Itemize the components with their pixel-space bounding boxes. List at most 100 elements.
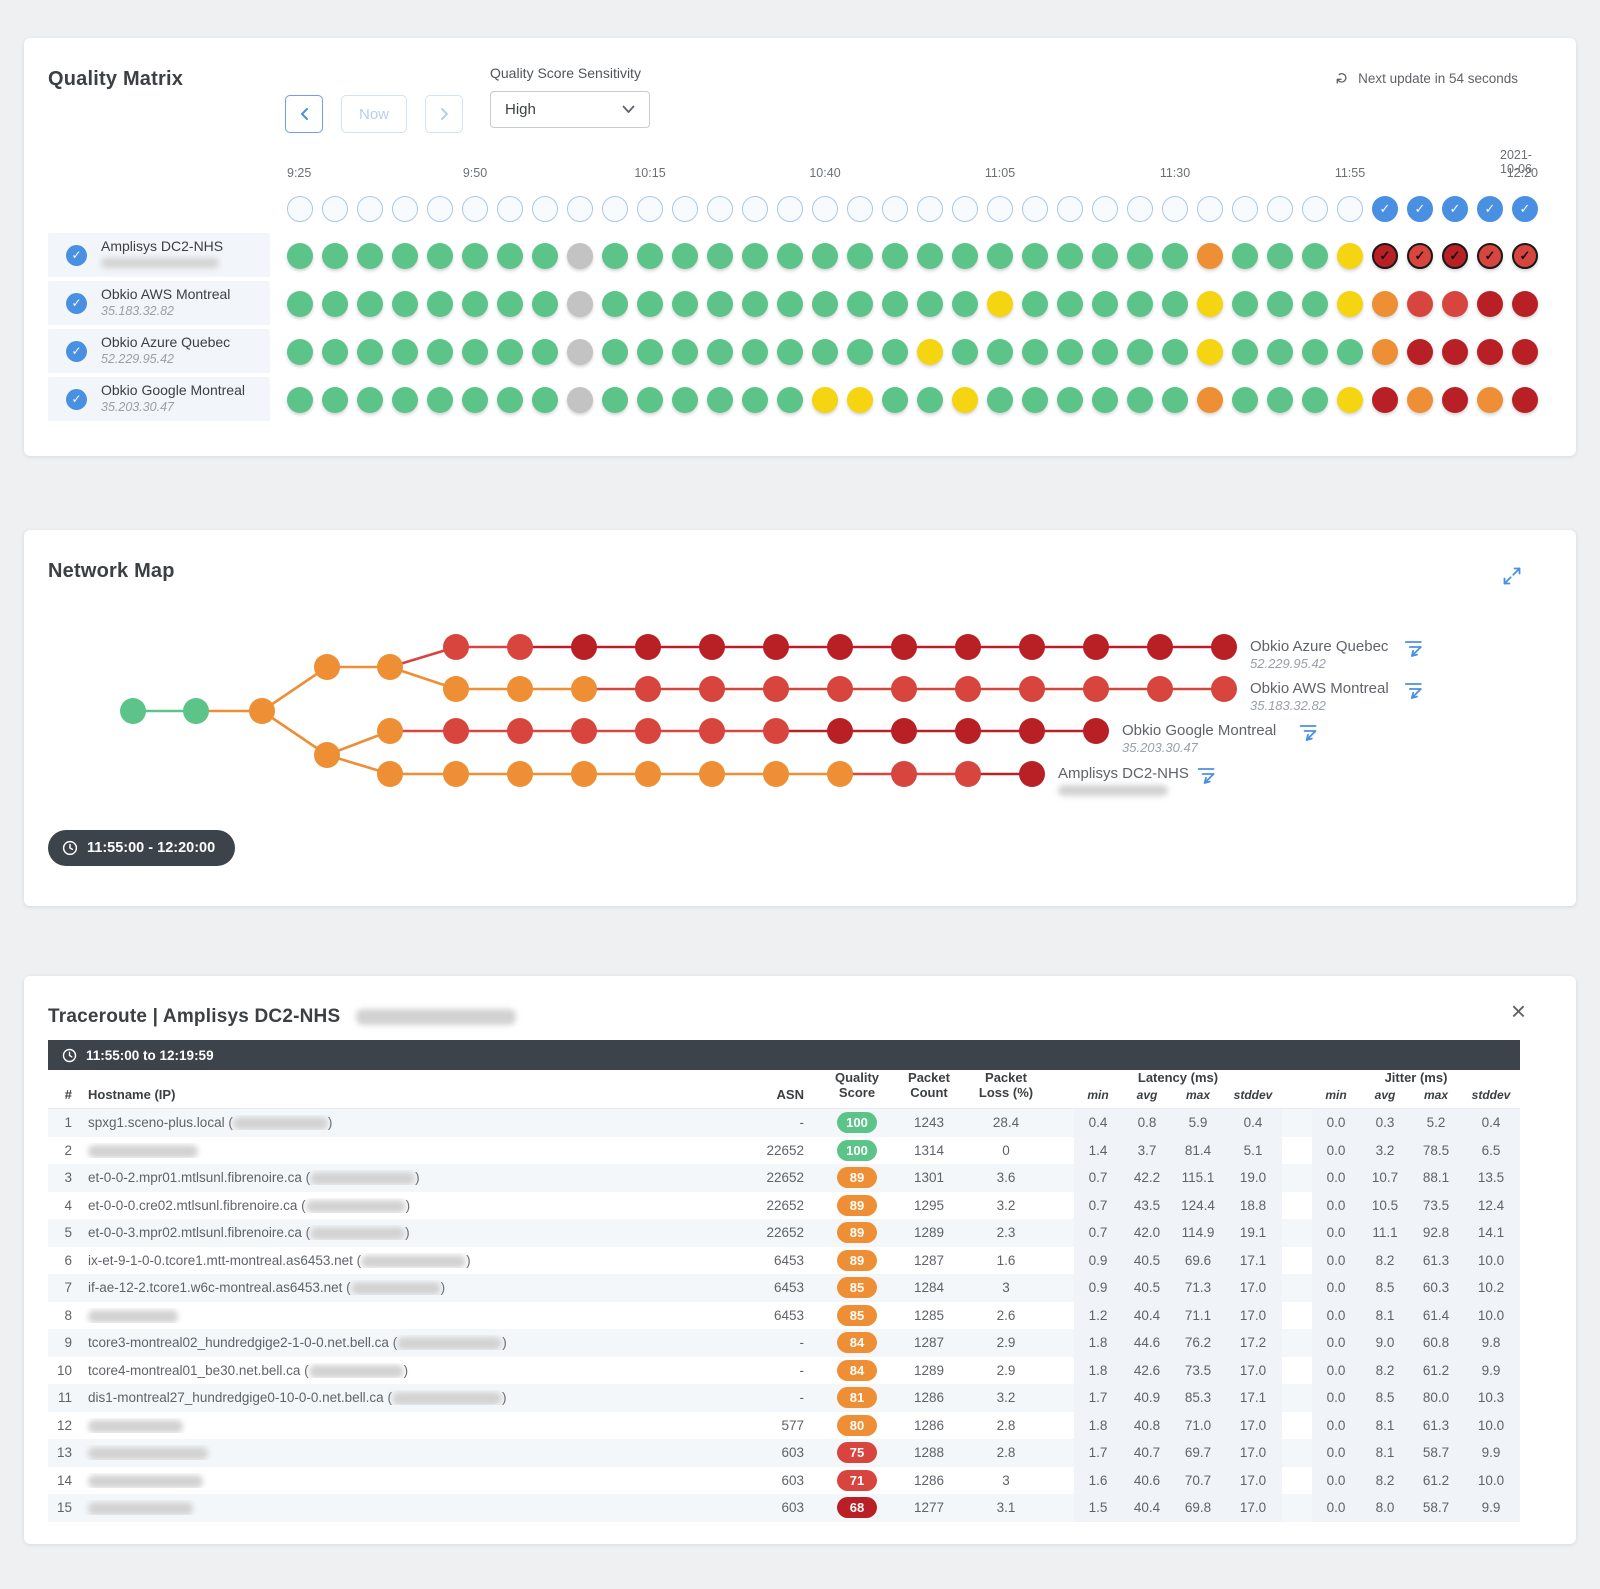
matrix-dot[interactable] <box>1092 243 1118 269</box>
agent-row-label[interactable]: ✓ Obkio Azure Quebec 52.229.95.42 <box>48 329 270 373</box>
matrix-dot[interactable] <box>1162 291 1188 317</box>
map-node[interactable] <box>377 718 403 744</box>
matrix-dot[interactable] <box>497 339 523 365</box>
matrix-dot[interactable] <box>567 243 593 269</box>
map-node[interactable] <box>827 634 853 660</box>
matrix-dot[interactable] <box>1337 243 1363 269</box>
matrix-dot[interactable] <box>1092 339 1118 365</box>
map-node[interactable] <box>120 698 146 724</box>
matrix-dot[interactable] <box>567 387 593 413</box>
matrix-dot[interactable] <box>707 339 733 365</box>
matrix-dot[interactable] <box>392 243 418 269</box>
matrix-dot[interactable] <box>1092 387 1118 413</box>
map-node[interactable] <box>1211 634 1237 660</box>
matrix-dot[interactable]: ✓ <box>1477 243 1503 269</box>
next-button[interactable] <box>425 95 463 133</box>
matrix-dot[interactable] <box>1127 339 1153 365</box>
matrix-dot[interactable] <box>637 339 663 365</box>
matrix-dot[interactable] <box>1197 243 1223 269</box>
traceroute-icon[interactable] <box>1404 641 1422 657</box>
agent-row-label[interactable]: ✓ Amplisys DC2-NHS <box>48 233 270 277</box>
timeline-circle[interactable] <box>462 196 488 222</box>
matrix-dot[interactable] <box>637 291 663 317</box>
timeline-circle[interactable] <box>637 196 663 222</box>
matrix-dot[interactable] <box>357 339 383 365</box>
matrix-dot[interactable] <box>917 387 943 413</box>
matrix-dot[interactable] <box>1232 387 1258 413</box>
matrix-dot[interactable] <box>672 339 698 365</box>
map-node[interactable] <box>891 718 917 744</box>
map-node[interactable] <box>571 718 597 744</box>
map-node[interactable] <box>763 676 789 702</box>
matrix-dot[interactable] <box>1302 339 1328 365</box>
matrix-dot[interactable] <box>532 339 558 365</box>
matrix-dot[interactable] <box>462 387 488 413</box>
matrix-dot[interactable] <box>1442 291 1468 317</box>
timeline-circle[interactable] <box>1127 196 1153 222</box>
matrix-dot[interactable] <box>1407 387 1433 413</box>
map-node[interactable] <box>763 718 789 744</box>
map-node[interactable] <box>1019 634 1045 660</box>
traceroute-icon[interactable] <box>1404 683 1422 699</box>
map-node[interactable] <box>1083 676 1109 702</box>
matrix-dot[interactable] <box>1372 387 1398 413</box>
matrix-dot[interactable] <box>812 291 838 317</box>
timeline-circle[interactable] <box>987 196 1013 222</box>
timeline-circle[interactable]: ✓ <box>1442 196 1468 222</box>
map-node[interactable] <box>699 634 725 660</box>
matrix-dot[interactable] <box>1337 291 1363 317</box>
matrix-dot[interactable] <box>1477 291 1503 317</box>
matrix-dot[interactable] <box>497 243 523 269</box>
matrix-dot[interactable]: ✓ <box>1407 243 1433 269</box>
timeline-circle[interactable] <box>1267 196 1293 222</box>
matrix-dot[interactable] <box>1022 339 1048 365</box>
matrix-dot[interactable] <box>1127 291 1153 317</box>
map-node[interactable] <box>827 761 853 787</box>
timeline-circle[interactable]: ✓ <box>1477 196 1503 222</box>
agent-row-label[interactable]: ✓ Obkio AWS Montreal 35.183.32.82 <box>48 281 270 325</box>
matrix-dot[interactable] <box>882 291 908 317</box>
matrix-dot[interactable] <box>287 243 313 269</box>
matrix-dot[interactable] <box>1232 291 1258 317</box>
timeline-circle[interactable] <box>532 196 558 222</box>
timeline-circle[interactable] <box>952 196 978 222</box>
matrix-dot[interactable] <box>1162 243 1188 269</box>
agent-checkbox[interactable]: ✓ <box>66 244 87 266</box>
matrix-dot[interactable] <box>392 339 418 365</box>
matrix-dot[interactable] <box>1197 291 1223 317</box>
map-node[interactable] <box>183 698 209 724</box>
map-node[interactable] <box>763 761 789 787</box>
matrix-dot[interactable] <box>1197 387 1223 413</box>
matrix-dot[interactable] <box>882 243 908 269</box>
matrix-dot[interactable] <box>357 387 383 413</box>
matrix-dot[interactable] <box>987 291 1013 317</box>
matrix-dot[interactable] <box>1127 243 1153 269</box>
matrix-dot[interactable] <box>952 387 978 413</box>
map-node[interactable] <box>699 718 725 744</box>
matrix-dot[interactable] <box>427 243 453 269</box>
matrix-dot[interactable] <box>1512 339 1538 365</box>
matrix-dot[interactable] <box>777 339 803 365</box>
timeline-circle[interactable] <box>742 196 768 222</box>
matrix-dot[interactable] <box>1477 387 1503 413</box>
matrix-dot[interactable]: ✓ <box>1512 243 1538 269</box>
matrix-dot[interactable] <box>287 339 313 365</box>
matrix-dot[interactable] <box>1372 339 1398 365</box>
map-node[interactable] <box>377 654 403 680</box>
matrix-dot[interactable] <box>777 291 803 317</box>
map-node[interactable] <box>1019 676 1045 702</box>
matrix-dot[interactable] <box>1232 339 1258 365</box>
timeline-circle[interactable] <box>427 196 453 222</box>
timeline-circle[interactable] <box>602 196 628 222</box>
matrix-dot[interactable] <box>847 243 873 269</box>
matrix-dot[interactable] <box>707 291 733 317</box>
matrix-dot[interactable] <box>917 291 943 317</box>
matrix-dot[interactable] <box>1337 339 1363 365</box>
matrix-dot[interactable] <box>462 291 488 317</box>
traceroute-icon[interactable] <box>1299 725 1317 741</box>
map-node[interactable] <box>635 718 661 744</box>
matrix-dot[interactable] <box>1127 387 1153 413</box>
matrix-dot[interactable] <box>1407 339 1433 365</box>
matrix-dot[interactable] <box>987 339 1013 365</box>
map-node[interactable] <box>891 676 917 702</box>
